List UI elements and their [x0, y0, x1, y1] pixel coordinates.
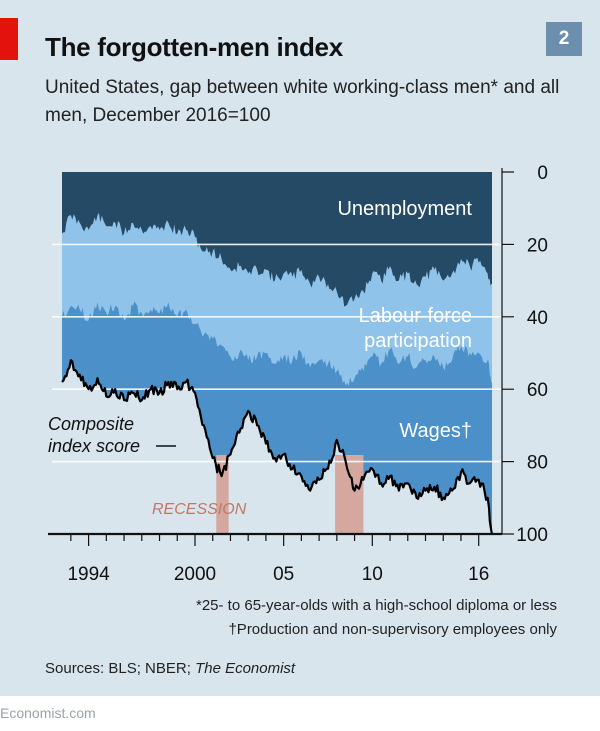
- y-tick-label-40: 40: [527, 308, 548, 329]
- recession-bar-1: [335, 455, 364, 534]
- label-wages: Wages†: [399, 420, 472, 442]
- composite-line: [61, 359, 494, 535]
- chart-title: The forgotten-men index: [45, 32, 343, 62]
- label-composite-line1: Composite: [48, 414, 134, 434]
- unemployment-area: [62, 172, 492, 307]
- below-composite-fill: [62, 360, 492, 534]
- y-tick-label-100: 100: [516, 525, 548, 546]
- x-tick-label-10: 10: [362, 564, 383, 585]
- recession-layer: [216, 455, 364, 534]
- y-tick-label-0: 0: [537, 163, 548, 184]
- axis-layer: 0 20 40 60 80 100 1994 2000 05 10 16: [48, 163, 548, 585]
- brand-red-tab: [0, 18, 18, 60]
- footnote-wages: †Production and non-supervisory employee…: [228, 621, 557, 638]
- gridline-layer: [52, 243, 514, 463]
- brand-footer: Economist.com: [0, 705, 96, 721]
- area-layer: [62, 172, 492, 534]
- chart-number-badge: 2: [546, 22, 582, 56]
- sources-label: Sources: BLS; NBER;: [45, 660, 196, 677]
- chart-subtitle: United States, gap between white working…: [45, 77, 560, 126]
- x-tick-label-2000: 2000: [174, 564, 216, 585]
- x-tick-label-1994: 1994: [67, 564, 110, 585]
- y-tick-label-60: 60: [527, 380, 548, 401]
- y-tick-label-80: 80: [527, 453, 548, 474]
- label-labour-line1: Labour-force: [359, 305, 472, 327]
- sources-italic: The Economist: [195, 660, 296, 677]
- x-tick-label-16: 16: [468, 564, 489, 585]
- label-layer: Unemployment Labour-force participation Wag…: [48, 198, 472, 518]
- footnote-age: *25- to 65-year-olds with a high-school …: [195, 597, 557, 614]
- label-unemployment: Unemployment: [337, 198, 472, 220]
- label-labour-line2: participation: [364, 330, 472, 352]
- x-tick-label-05: 05: [273, 564, 294, 585]
- composite-line-layer: [61, 359, 494, 535]
- sources: Sources: BLS; NBER; The Economist: [45, 660, 295, 677]
- y-tick-label-20: 20: [527, 235, 548, 256]
- label-composite-line2: index score: [48, 436, 140, 456]
- recession-bar-0: [216, 455, 229, 534]
- label-recession: RECESSION: [152, 501, 247, 518]
